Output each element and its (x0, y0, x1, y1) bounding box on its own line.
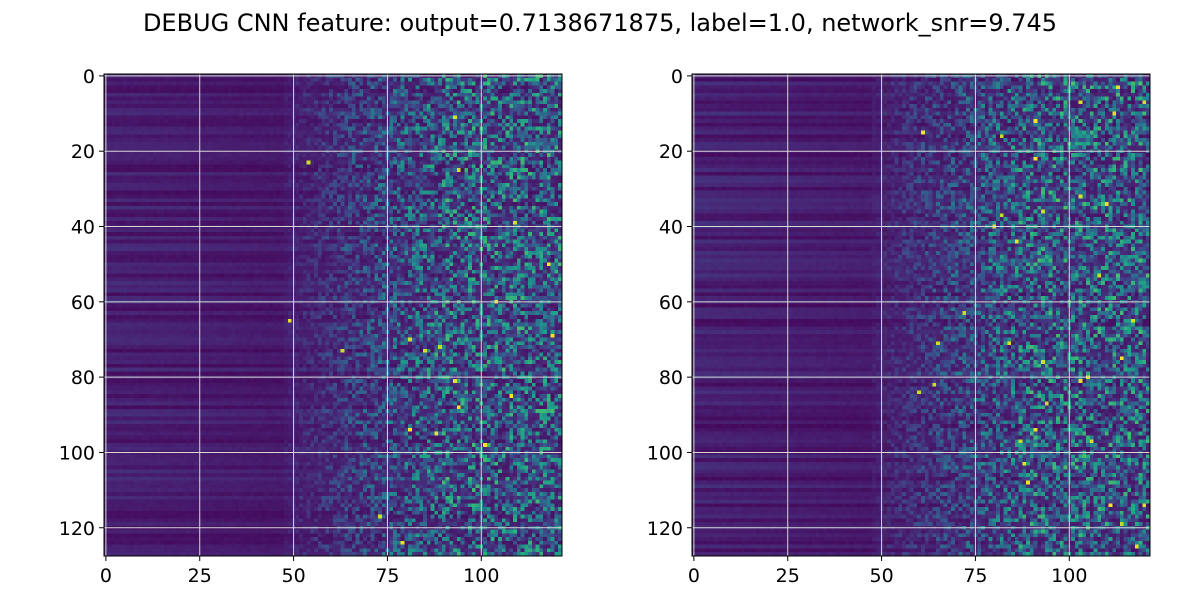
axes-frame (691, 73, 1151, 557)
x-tick-label: 25 (776, 565, 800, 587)
x-tick-label: 50 (281, 565, 305, 587)
y-tick-label: 40 (659, 217, 683, 239)
y-tick-label: 0 (83, 66, 95, 88)
y-tick-label: 60 (659, 292, 683, 314)
y-tick-label: 40 (71, 217, 95, 239)
x-tick-label: 100 (463, 565, 499, 587)
heatmap-panel-right: 0 25 50 75 100 0 20 40 60 80 100 120 (647, 66, 1151, 587)
figure-title: DEBUG CNN feature: output=0.7138671875, … (142, 9, 1058, 37)
y-tick-label: 20 (71, 141, 95, 163)
y-tick-label: 80 (71, 367, 95, 389)
y-tick-label: 100 (647, 442, 683, 464)
y-tick-label: 80 (659, 367, 683, 389)
y-tick-label: 120 (647, 518, 683, 540)
heatmap-image (104, 74, 562, 556)
x-tick-label: 75 (375, 565, 399, 587)
y-tick-label: 60 (71, 292, 95, 314)
y-tick-label: 100 (59, 442, 95, 464)
x-tick-label: 0 (688, 565, 700, 587)
axes-frame (103, 73, 563, 557)
y-tick-label: 0 (671, 66, 683, 88)
x-tick-label: 50 (869, 565, 893, 587)
heatmap-panel-left: 0 25 50 75 100 0 20 40 60 80 100 120 (59, 66, 563, 587)
x-tick-label: 0 (100, 565, 112, 587)
x-tick-label: 100 (1051, 565, 1087, 587)
x-tick-label: 75 (963, 565, 987, 587)
x-tick-label: 25 (188, 565, 212, 587)
y-tick-label: 20 (659, 141, 683, 163)
heatmap-image (692, 74, 1150, 556)
y-tick-label: 120 (59, 518, 95, 540)
